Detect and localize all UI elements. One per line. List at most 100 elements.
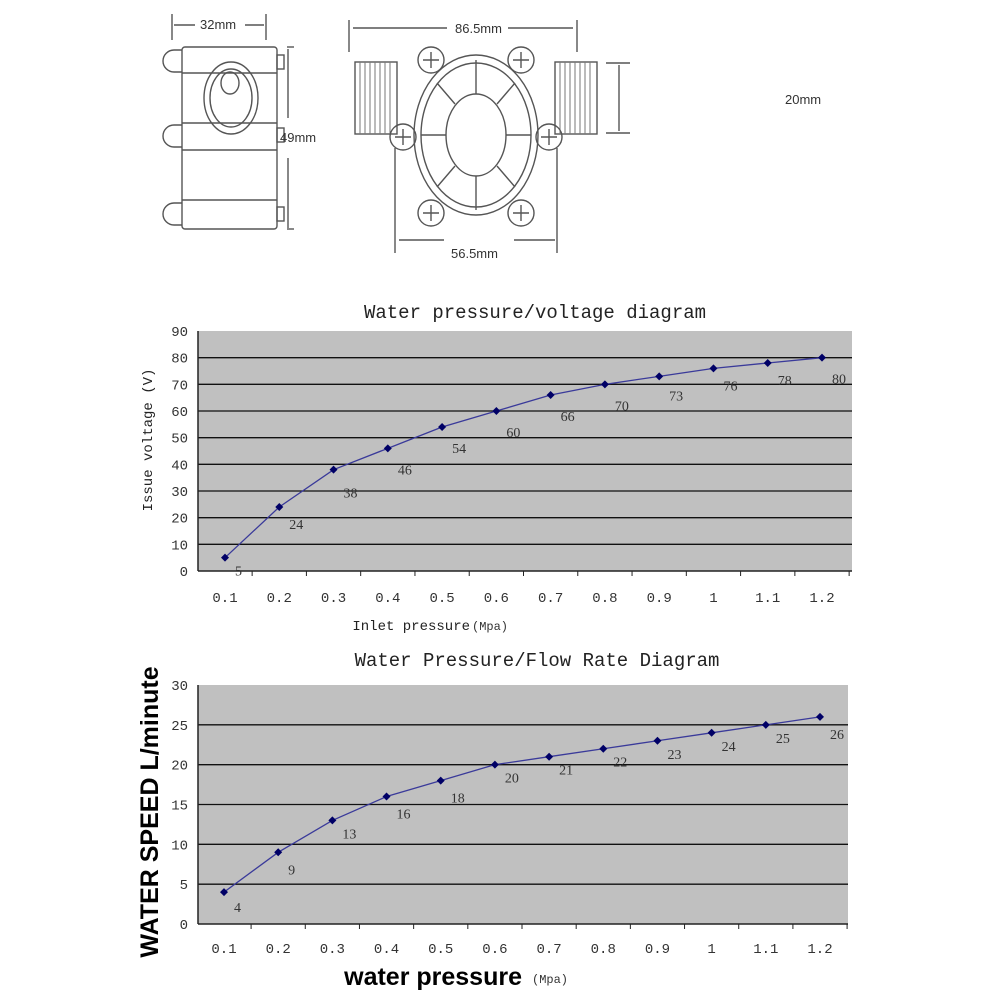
side-view-drawing <box>162 14 294 230</box>
x-tick-label: 0.1 <box>212 591 237 607</box>
data-point <box>328 816 337 825</box>
data-point <box>599 744 608 753</box>
y-tick-label: 10 <box>171 838 188 854</box>
y-tick-label: 25 <box>171 719 188 735</box>
data-label: 26 <box>830 728 844 743</box>
front-view-drawing <box>348 20 630 253</box>
plot-area <box>198 331 852 571</box>
data-point <box>816 712 824 721</box>
x-tick-label: 0.4 <box>374 942 399 958</box>
y-tick-label: 80 <box>171 352 188 368</box>
data-label: 9 <box>288 863 295 878</box>
y-tick-label: 15 <box>171 799 188 815</box>
data-label: 76 <box>723 379 737 394</box>
chart2-plot: 0 5 10 15 20 25 30 0.1 0.2 0.3 0.4 0.5 0.6 0.7 0.8 0.9 1… <box>171 679 848 958</box>
x-tick-label: 1.1 <box>755 591 780 607</box>
screw-icons <box>389 46 563 227</box>
chart1-title: Water pressure/voltage diagram <box>364 302 706 324</box>
x-tick-label: 1.2 <box>809 591 834 607</box>
y-tick-label: 30 <box>171 485 188 501</box>
x-tick-label: 0.7 <box>536 942 561 958</box>
chart2-xlabel: water pressure <box>343 963 522 991</box>
x-tick-label: 1.2 <box>807 942 832 958</box>
data-point <box>221 553 229 562</box>
data-label: 24 <box>722 740 736 755</box>
data-label: 5 <box>235 565 242 580</box>
data-label: 13 <box>342 827 356 842</box>
x-tick-label: 0.2 <box>267 591 292 607</box>
data-point <box>438 423 447 431</box>
chart2-ylabel: WATER SPEED L/minute <box>136 666 164 957</box>
x-tick-label: 0.6 <box>482 942 507 958</box>
x-tick-label: 0.9 <box>647 591 672 607</box>
data-point <box>818 353 826 362</box>
data-point <box>274 848 283 857</box>
data-point <box>761 720 770 729</box>
y-tick-label: 0 <box>180 565 188 581</box>
data-point <box>220 888 228 897</box>
data-point <box>275 503 284 511</box>
data-label: 21 <box>559 764 573 779</box>
y-tick-label: 20 <box>171 759 188 775</box>
data-label: 46 <box>398 463 412 478</box>
chart2-xlabel-unit: (Mpa) <box>532 973 568 987</box>
chart1-plot: 0 10 20 30 40 50 60 70 80 90 0.1 0.2 0.3 0.4 0.5 0.6 0.7… <box>171 325 852 607</box>
data-point <box>600 380 609 389</box>
data-label: 18 <box>451 792 465 807</box>
x-tick-label: 0.9 <box>645 942 670 958</box>
data-point <box>383 444 392 453</box>
y-tick-label: 40 <box>171 458 188 474</box>
data-label: 4 <box>234 901 241 916</box>
y-tick-label: 50 <box>171 432 188 448</box>
x-tick-label: 1 <box>709 591 717 607</box>
data-point <box>492 407 501 415</box>
chart1-xlabel: Inlet pressure <box>352 619 470 635</box>
dim-body-width: 56.5mm <box>451 246 498 261</box>
x-tick-label: 0.7 <box>538 591 563 607</box>
x-tick-label: 0.5 <box>429 591 454 607</box>
y-tick-label: 90 <box>171 325 188 341</box>
y-tick-label: 30 <box>171 679 188 695</box>
data-label: 70 <box>615 399 629 414</box>
y-tick-label: 70 <box>171 378 188 394</box>
data-label: 20 <box>505 772 519 787</box>
x-tick-label: 0.3 <box>321 591 346 607</box>
series-line <box>223 716 821 893</box>
y-tick-label: 0 <box>180 918 188 934</box>
dim-width-side: 32mm <box>200 17 236 32</box>
data-label: 16 <box>397 808 411 823</box>
dim-thread-diameter: 20mm <box>785 92 821 107</box>
data-point <box>707 728 716 737</box>
data-point <box>546 391 555 399</box>
data-point <box>655 372 664 381</box>
data-point <box>545 752 554 761</box>
data-label: 66 <box>561 410 575 425</box>
chart2-title: Water Pressure/Flow Rate Diagram <box>355 650 720 672</box>
data-label: 78 <box>778 374 792 389</box>
x-tick-label: 1.1 <box>753 942 778 958</box>
data-point <box>382 792 391 801</box>
chart1-xlabel-unit: (Mpa) <box>472 620 508 634</box>
data-point <box>763 359 772 367</box>
x-tick-label: 0.8 <box>592 591 617 607</box>
x-tick-label: 0.4 <box>375 591 400 607</box>
data-label: 25 <box>776 732 790 747</box>
data-label: 24 <box>289 518 303 533</box>
y-tick-label: 20 <box>171 512 188 528</box>
chart1-ylabel: Issue voltage (V) <box>141 369 157 512</box>
x-tick-label: 0.5 <box>428 942 453 958</box>
series-line <box>224 357 823 559</box>
data-label: 23 <box>667 748 681 763</box>
y-tick-label: 10 <box>171 538 188 554</box>
data-label: 38 <box>344 487 358 502</box>
data-point <box>653 736 662 745</box>
data-point <box>329 465 338 474</box>
dim-height-side: 49mm <box>280 130 316 145</box>
x-tick-label: 0.8 <box>591 942 616 958</box>
y-tick-label: 60 <box>171 405 188 421</box>
data-label: 73 <box>669 389 683 404</box>
data-label: 54 <box>452 442 466 457</box>
data-point <box>709 364 718 373</box>
x-tick-label: 0.1 <box>211 942 236 958</box>
